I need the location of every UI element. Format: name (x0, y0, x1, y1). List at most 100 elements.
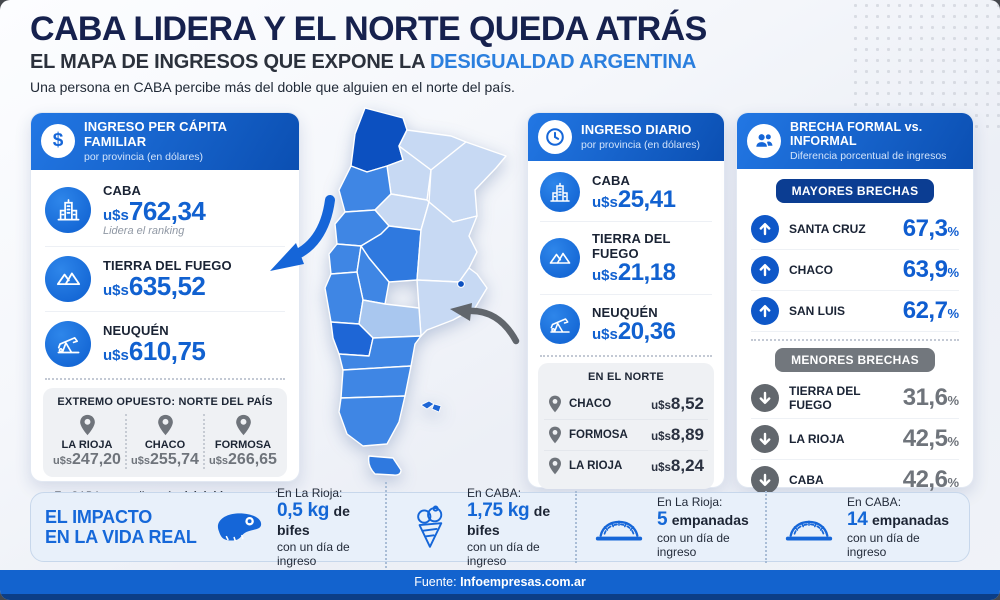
panel-title: INGRESO DIARIO (581, 122, 692, 138)
subtitle-highlight: DESIGUALDAD ARGENTINA (429, 50, 697, 73)
map-pin-icon (79, 414, 95, 436)
gap-row: CABA 42,6% (751, 460, 959, 501)
gap-row: LA RIOJA 42,5% (751, 419, 959, 460)
gap-row: CHACO 63,9% (751, 250, 959, 291)
impact-band: EL IMPACTO EN LA VIDA REAL En La Rioja: … (30, 482, 970, 572)
empanada-icon (781, 510, 837, 544)
gap-row: TIERRA DEL FUEGO 31,6% (751, 378, 959, 419)
header: CABA LIDERA Y EL NORTE QUEDA ATRÁS EL MA… (30, 10, 790, 95)
empanada-icon (591, 510, 647, 544)
ranking-row-tdf: TIERRA DEL FUEGO u$s635,52 (45, 247, 285, 312)
clock-icon (538, 120, 572, 154)
panel-income-percapita: $ INGRESO PER CÁPITA FAMILIAR por provin… (30, 112, 300, 514)
impact-title: EL IMPACTO EN LA VIDA REAL (45, 506, 197, 547)
source-value: Infoempresas.com.ar (460, 575, 586, 589)
map-caba-marker (457, 280, 465, 288)
ranking-row-neuquen: NEUQUÉN u$s20,36 (540, 295, 712, 353)
arrow-up-icon (751, 255, 779, 284)
people-icon (747, 123, 781, 158)
province-name: NEUQUÉN (103, 323, 169, 339)
impact-item: En CABA: 14 empanadas con un día de ingr… (765, 491, 955, 563)
dotted-divider (45, 377, 285, 380)
ranking-row-caba: CABA u$s762,34 Lidera el ranking (45, 174, 285, 247)
income-value: u$s762,34 (103, 195, 206, 226)
gap-row: SANTA CRUZ 67,3% (751, 209, 959, 250)
steak-icon (211, 510, 267, 544)
source-label: Fuente: (414, 575, 457, 589)
ranking-row-neuquen: NEUQUÉN u$s610,75 (45, 312, 285, 376)
panel-header: $ INGRESO PER CÁPITA FAMILIAR por provin… (31, 113, 299, 170)
city-building-icon (540, 172, 580, 212)
subtitle-prefix: EL MAPA DE INGRESOS QUE EXPONE LA (30, 50, 430, 73)
province-name: NEUQUÉN (592, 304, 658, 320)
dollar-coin-icon: $ (41, 124, 75, 159)
map-malvinas (420, 400, 442, 413)
arrow-up-icon (751, 296, 779, 325)
map-pin-icon (549, 395, 561, 413)
opposite-item: FORMOSA u$s266,65 (203, 413, 281, 469)
oil-pump-icon (45, 320, 91, 367)
province-name: CABA (103, 182, 141, 198)
arrow-down-icon (751, 424, 779, 453)
page-title: CABA LIDERA Y EL NORTE QUEDA ATRÁS (30, 10, 707, 48)
panel-subtitle: Diferencia porcentual de ingresos (790, 149, 947, 162)
box-title: EN EL NORTE (588, 371, 664, 383)
income-value: u$s635,52 (103, 271, 206, 302)
map-province (358, 299, 422, 339)
map-province (340, 365, 412, 399)
curved-arrow-right-icon (450, 301, 520, 347)
income-value: u$s610,75 (103, 336, 206, 367)
higher-gaps-badge: MAYORES BRECHAS (775, 178, 935, 203)
province-name: TIERRA DEL FUEGO (592, 231, 671, 261)
opposite-item: CHACO u$s255,74 (125, 413, 203, 469)
panel-gap-formal-informal: BRECHA FORMAL vs. INFORMAL Diferencia po… (736, 112, 974, 533)
ice-cream-icon (401, 504, 457, 550)
map-pin-icon (549, 426, 561, 444)
panel-title: BRECHA FORMAL vs. INFORMAL (790, 120, 923, 149)
opposite-extreme-box: EXTREMO OPUESTO: NORTE DEL PAÍS LA RIOJA… (43, 387, 287, 477)
gap-row: SAN LUIS 62,7% (751, 291, 959, 332)
province-name: TIERRA DEL FUEGO (103, 258, 232, 274)
argentina-choropleth-map (303, 104, 518, 489)
mountains-icon (45, 255, 91, 302)
map-pin-icon (157, 414, 173, 436)
panel-title: INGRESO PER CÁPITA FAMILIAR (84, 119, 227, 149)
arrow-up-icon (751, 214, 779, 243)
impact-item: En La Rioja: 5 empanadas con un día de i… (575, 491, 765, 563)
province-name: CABA (592, 172, 630, 188)
map-pin-icon (549, 457, 561, 475)
mountains-icon (540, 238, 580, 278)
city-building-icon (45, 186, 91, 233)
page-subtitle: EL MAPA DE INGRESOS QUE EXPONE LA DESIGU… (30, 51, 790, 74)
panel-header: INGRESO DIARIO por provincia (en dólares… (528, 113, 724, 161)
opposite-item: LA RIOJA u$s247,20 (49, 414, 125, 469)
north-item: CHACO u$s8,52 (544, 389, 708, 420)
panel-subtitle: por provincia (en dólares) (581, 138, 701, 151)
impact-item: En La Rioja: 0,5 kg de bifes con un día … (197, 482, 385, 572)
north-item: FORMOSA u$s8,89 (544, 420, 708, 451)
map-province (338, 395, 406, 447)
box-title: EXTREMO OPUESTO: NORTE DEL PAÍS (57, 395, 273, 408)
impact-item: En CABA: 1,75 kg de bifes con un día de … (385, 482, 575, 572)
ranking-row-caba: CABA u$s25,41 (540, 163, 712, 222)
panel-header: BRECHA FORMAL vs. INFORMAL Diferencia po… (737, 113, 973, 169)
arrow-down-icon (751, 383, 779, 412)
ranking-note: Lidera el ranking (103, 224, 185, 237)
dotted-divider (540, 355, 712, 357)
lower-gaps-badge: MENORES BRECHAS (775, 347, 935, 372)
panel-subtitle: por provincia (en dólares) (84, 150, 204, 163)
oil-pump-icon (540, 304, 580, 344)
north-item: LA RIOJA u$s8,24 (544, 451, 708, 481)
map-province (324, 271, 364, 325)
panel-income-daily: INGRESO DIARIO por provincia (en dólares… (527, 112, 725, 533)
page-tagline: Una persona en CABA percibe más del dobl… (30, 78, 515, 95)
map-pin-icon (235, 414, 251, 436)
dotted-divider (751, 338, 959, 341)
ranking-row-tdf: TIERRA DEL FUEGO u$s21,18 (540, 222, 712, 295)
north-box: EN EL NORTE CHACO u$s8,52 FORMOSA u$s8,8… (538, 363, 714, 489)
curved-arrow-left-icon (268, 194, 336, 274)
source-footer: Fuente: Infoempresas.com.ar (0, 570, 1000, 594)
map-province (367, 455, 402, 476)
bottom-strip-decoration (0, 594, 1000, 600)
